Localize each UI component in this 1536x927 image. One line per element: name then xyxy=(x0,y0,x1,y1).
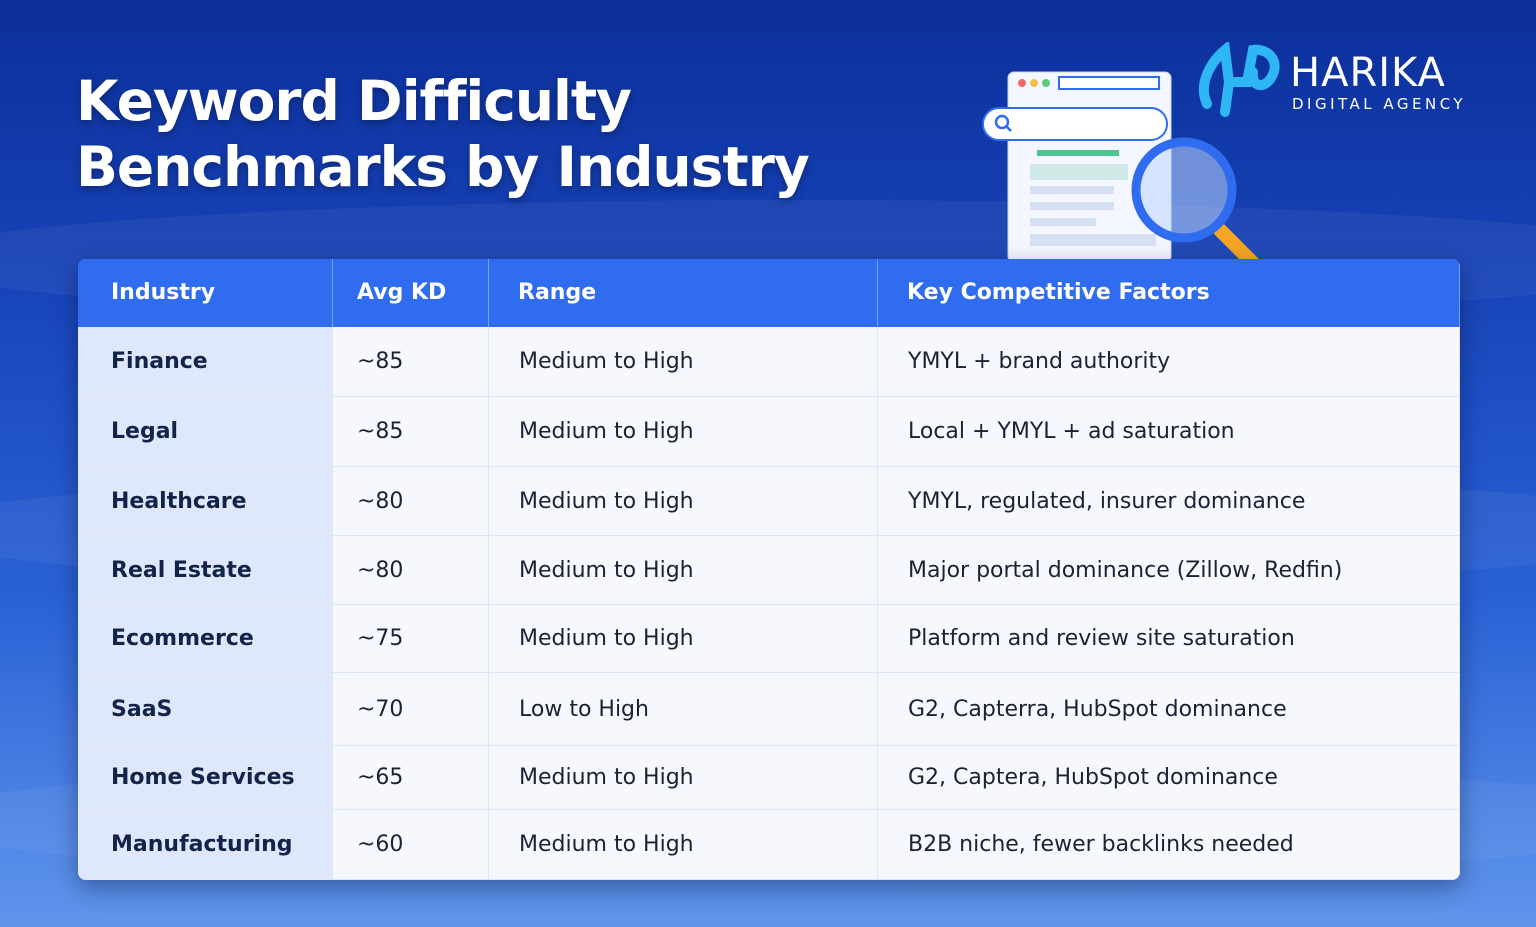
title: Keyword Difficulty Benchmarks by Industr… xyxy=(76,68,810,200)
column-header: Avg KD xyxy=(333,259,489,327)
table-cell: Low to High xyxy=(489,673,878,746)
industry-cell: Finance xyxy=(78,327,333,397)
industry-cell: Manufacturing xyxy=(78,810,333,880)
table-cell: Medium to High xyxy=(489,467,878,536)
table-cell: G2, Capterra, HubSpot dominance xyxy=(878,673,1460,746)
table-cell: ~80 xyxy=(333,467,489,536)
table-cell: B2B niche, fewer backlinks needed xyxy=(878,810,1460,880)
table-cell: ~70 xyxy=(333,673,489,746)
industry-cell: Ecommerce xyxy=(78,605,333,673)
table-cell: YMYL + brand authority xyxy=(878,327,1460,397)
logo-icon xyxy=(1198,42,1280,117)
industry-cell: SaaS xyxy=(78,673,333,746)
table-cell: Local + YMYL + ad saturation xyxy=(878,397,1460,467)
table-cell: Medium to High xyxy=(489,810,878,880)
table-cell: Medium to High xyxy=(489,327,878,397)
benchmark-table: Industry Avg KD Range Key Competitive Facto… xyxy=(78,259,1460,880)
table-cell: ~85 xyxy=(333,327,489,397)
table-cell: ~80 xyxy=(333,536,489,605)
industry-cell: Home Services xyxy=(78,746,333,810)
industry-cell: Healthcare xyxy=(78,467,333,536)
table-cell: ~60 xyxy=(333,810,489,880)
table-cell: ~85 xyxy=(333,397,489,467)
industry-cell: Legal xyxy=(78,397,333,467)
title-line: Benchmarks by Industry xyxy=(76,135,810,199)
column-header: Range xyxy=(489,259,878,327)
table-cell: Medium to High xyxy=(489,536,878,605)
column-header: Key Competitive Factors xyxy=(878,259,1460,327)
table-cell: YMYL, regulated, insurer dominance xyxy=(878,467,1460,536)
logo-tagline: DIGITAL AGENCY xyxy=(1292,95,1467,113)
table-cell: Medium to High xyxy=(489,397,878,467)
title-line: Keyword Difficulty xyxy=(76,69,632,133)
column-header: Industry xyxy=(78,259,333,327)
table-cell: ~65 xyxy=(333,746,489,810)
industry-cell: Real Estate xyxy=(78,536,333,605)
table-cell: ~75 xyxy=(333,605,489,673)
table-cell: Medium to High xyxy=(489,746,878,810)
table-cell: Platform and review site saturation xyxy=(878,605,1460,673)
table-cell: Medium to High xyxy=(489,605,878,673)
table-cell: G2, Captera, HubSpot dominance xyxy=(878,746,1460,810)
logo-name: HARIKA xyxy=(1290,50,1446,96)
search-illustration xyxy=(982,71,1262,265)
table-cell: Major portal dominance (Zillow, Redfin) xyxy=(878,536,1460,605)
